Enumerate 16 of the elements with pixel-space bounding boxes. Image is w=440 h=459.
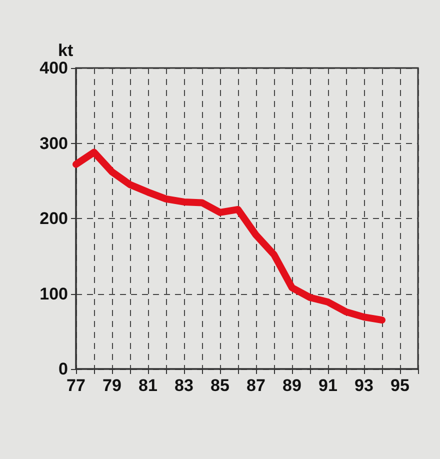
x-tick-label: 91 [318,376,338,395]
x-tick-label: 89 [282,376,302,395]
y-tick-label: 300 [40,134,68,153]
x-tick-label: 85 [210,376,230,395]
y-tick-label: 0 [58,360,68,378]
y-tick-label: 200 [40,209,68,228]
x-tick-label: 81 [138,376,158,395]
y-axis-title: kt [58,41,74,60]
x-tick-label: 93 [354,376,374,395]
y-tick-label: 100 [40,284,68,304]
x-tick-label: 95 [390,376,410,395]
y-tick-label: 400 [40,58,68,78]
x-tick-label: 87 [246,376,266,395]
x-tick-label: 79 [102,376,122,395]
x-tick-label: 77 [66,376,86,395]
x-tick-label: 83 [174,376,194,395]
